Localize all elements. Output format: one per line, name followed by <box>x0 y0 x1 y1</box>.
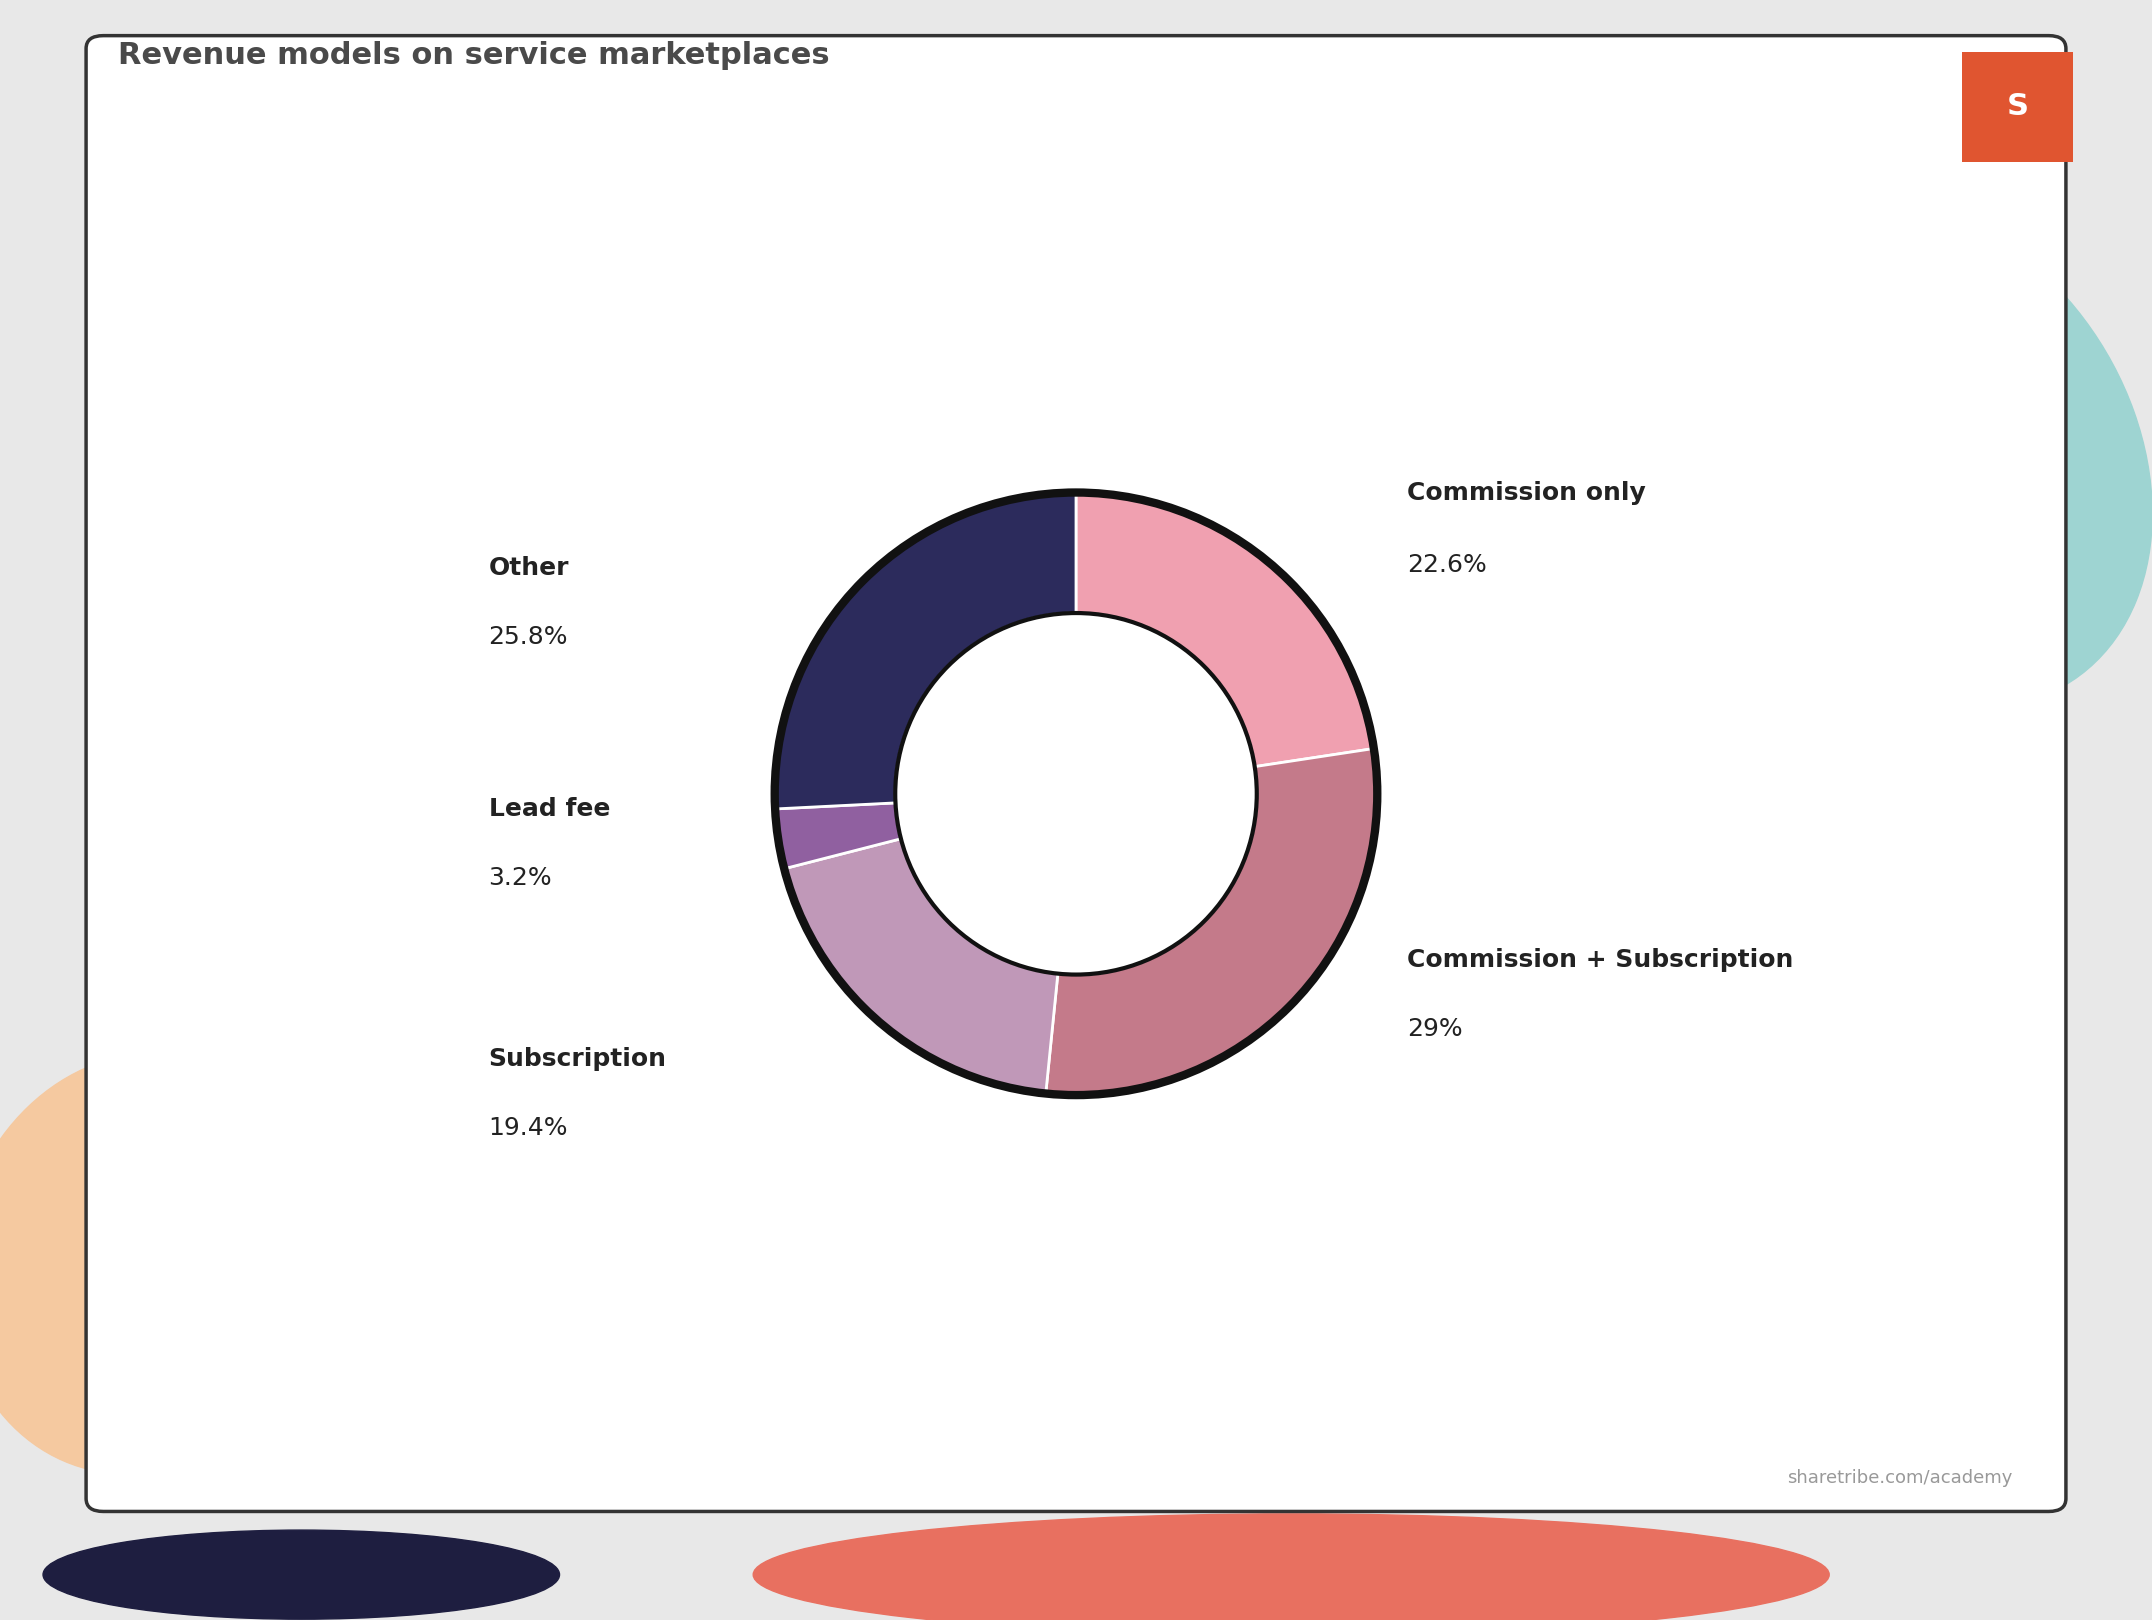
FancyBboxPatch shape <box>1954 44 2081 170</box>
Wedge shape <box>1076 492 1373 766</box>
Text: S: S <box>2006 92 2029 122</box>
Text: Revenue models on service marketplaces: Revenue models on service marketplaces <box>118 40 831 70</box>
Text: 3.2%: 3.2% <box>489 867 553 889</box>
Text: Commission only: Commission only <box>1407 481 1646 504</box>
Text: 19.4%: 19.4% <box>489 1116 568 1140</box>
Text: 29%: 29% <box>1407 1017 1463 1040</box>
Wedge shape <box>783 839 1059 1094</box>
Text: sharetribe.com/academy: sharetribe.com/academy <box>1786 1469 2012 1487</box>
Wedge shape <box>775 492 1076 808</box>
Text: Lead fee: Lead fee <box>489 797 609 821</box>
Wedge shape <box>1046 748 1377 1095</box>
Wedge shape <box>775 804 902 868</box>
Text: Subscription: Subscription <box>489 1047 667 1071</box>
Text: 25.8%: 25.8% <box>489 625 568 650</box>
Text: Other: Other <box>489 556 568 580</box>
Circle shape <box>895 612 1257 975</box>
Text: Commission + Subscription: Commission + Subscription <box>1407 948 1795 972</box>
Text: 22.6%: 22.6% <box>1407 552 1487 577</box>
